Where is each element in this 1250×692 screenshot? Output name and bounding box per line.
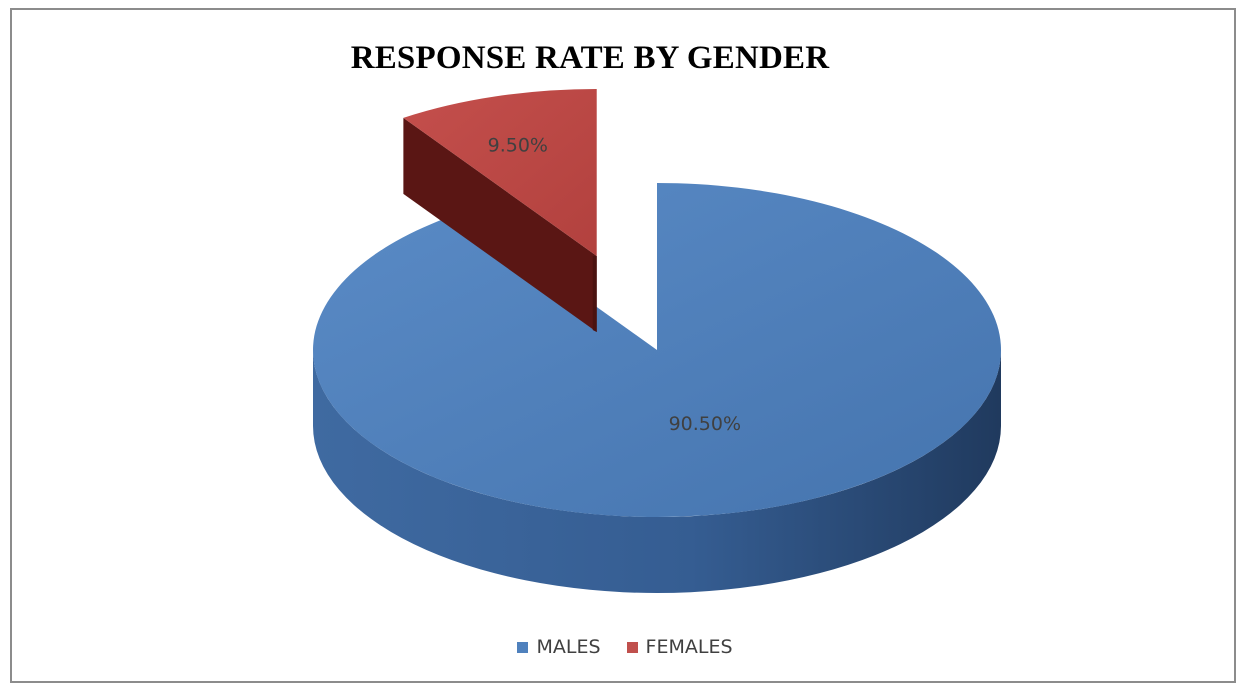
chart-title: RESPONSE RATE BY GENDER	[350, 40, 830, 76]
legend-item-males: MALES	[517, 636, 601, 658]
slice-edge-females	[592, 255, 597, 332]
data-label-females: 9.50%	[488, 134, 548, 156]
legend-swatch-females	[626, 641, 638, 653]
slice-side-males	[313, 350, 1001, 593]
legend-label-females: FEMALES	[645, 636, 733, 658]
data-label-males: 90.50%	[669, 413, 741, 435]
slice-males	[313, 183, 1002, 593]
slice-females	[403, 88, 597, 332]
slice-top-females	[403, 88, 597, 256]
legend: MALES FEMALES	[0, 636, 1250, 658]
legend-swatch-males	[517, 641, 529, 653]
slice-top-males	[313, 183, 1002, 517]
slice-wall-females	[403, 117, 597, 332]
legend-item-females: FEMALES	[626, 636, 733, 658]
legend-label-males: MALES	[536, 636, 601, 658]
